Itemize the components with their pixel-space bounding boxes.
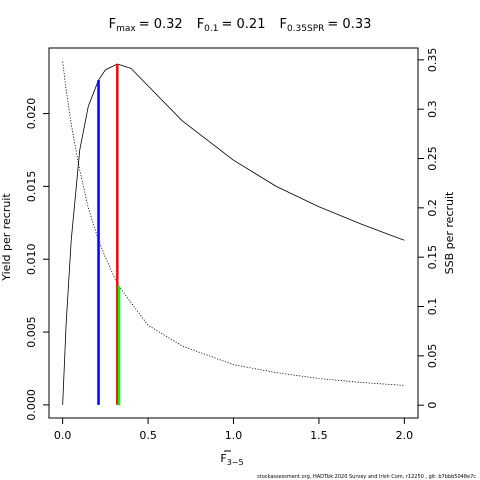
title-subscript: max — [116, 24, 136, 34]
y2-tick-label: 0.3 — [426, 100, 439, 118]
x-axis-label-subscript: 3−5 — [227, 458, 244, 467]
title-symbol: F — [197, 17, 204, 32]
y2-tick-label: 0.1 — [426, 298, 439, 316]
y-tick-label: 0.010 — [25, 243, 38, 275]
y2-axis-label: SSB per recruit — [443, 191, 456, 274]
y-tick-label: 0.020 — [25, 98, 38, 130]
title-subscript: 0.1 — [204, 24, 218, 34]
y-tick-label: 0.015 — [25, 171, 38, 203]
title-value: = 0.21 — [222, 17, 266, 32]
y2-tick-label: 0.15 — [426, 245, 439, 270]
x-tick-label: 0.0 — [54, 429, 72, 442]
series-line — [62, 61, 405, 386]
x-tick-label: 1.5 — [310, 429, 328, 442]
x-tick-label: 1.0 — [225, 429, 243, 442]
title-symbol: F — [279, 17, 286, 32]
y2-tick-label: 0.2 — [426, 199, 439, 217]
title-subscript: 0.35SPR — [287, 24, 324, 34]
x-tick-label: 2.0 — [396, 429, 414, 442]
y2-tick-label: 0.05 — [426, 344, 439, 369]
plot-frame — [48, 47, 419, 419]
footer: stockassessment.org, HADTbk 2020 Survey … — [257, 474, 476, 480]
y2-tick-label: 0.35 — [426, 48, 439, 72]
x-axis-label: F3−5 — [220, 452, 243, 467]
series-line — [62, 63, 405, 405]
title-symbol: F — [109, 17, 116, 32]
x-tick-label: 0.5 — [139, 429, 157, 442]
x-axis-label-symbol: F — [220, 452, 226, 465]
y2-tick-label: 0 — [426, 402, 439, 409]
y2-tick-label: 0.25 — [426, 146, 439, 171]
y-tick-label: 0.000 — [25, 389, 38, 421]
chart-title: Fmax = 0.32 F0.1 = 0.21 F0.35SPR = 0.33 — [109, 17, 372, 34]
title-value: = 0.33 — [327, 17, 371, 32]
y-tick-label: 0.005 — [25, 316, 38, 348]
y-axis-label: Yield per recruit — [0, 193, 13, 282]
title-text: Fmax = 0.32 F0.1 = 0.21 F0.35SPR = 0.33 — [109, 17, 372, 34]
title-value: = 0.32 — [139, 17, 183, 32]
